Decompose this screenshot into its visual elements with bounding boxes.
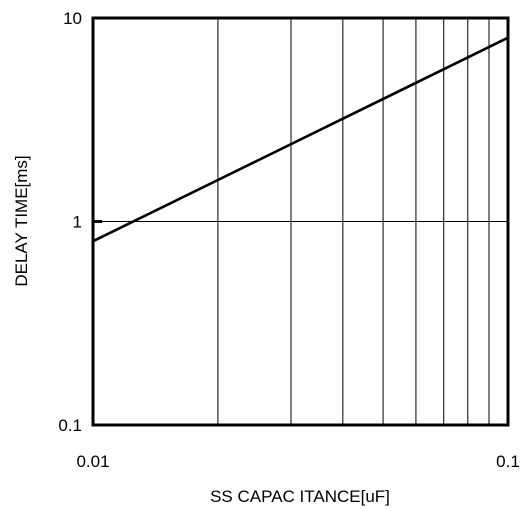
x-tick-label: 0.1 — [496, 452, 520, 471]
y-tick-label: 1 — [73, 213, 82, 232]
y-tick-label: 10 — [63, 9, 82, 28]
series-line — [92, 36, 509, 243]
y-tick-labels: 0.1 1 10 — [58, 9, 82, 435]
grid-lines — [93, 18, 508, 425]
x-axis-title: SS CAPAC ITANCE[uF] — [210, 487, 390, 506]
series-group — [92, 36, 509, 243]
y-axis-title: DELAY TIME[ms] — [12, 155, 31, 286]
y-tick-label: 0.1 — [58, 416, 82, 435]
x-tick-labels: 0.01 0.1 — [76, 452, 519, 471]
x-tick-label: 0.01 — [76, 452, 109, 471]
